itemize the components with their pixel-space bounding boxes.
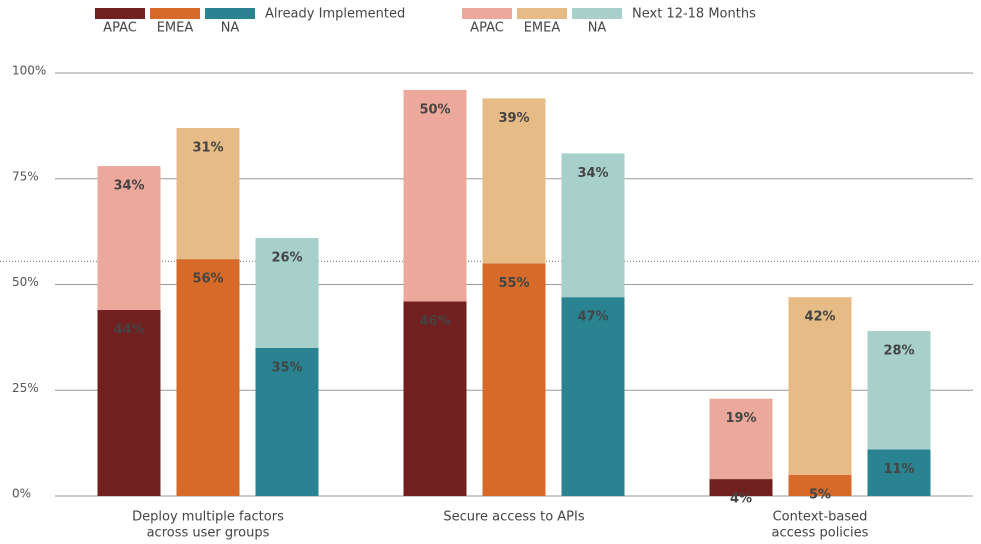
legend-swatch: [150, 8, 200, 19]
data-label: 39%: [498, 111, 529, 126]
data-label: 46%: [419, 314, 450, 329]
bar-segment: [255, 237, 319, 348]
x-tick-label: Deploy multiple factors: [132, 510, 284, 525]
x-tick-label: Secure access to APIs: [443, 510, 585, 525]
bar-segment: [788, 297, 852, 475]
data-label: 55%: [498, 276, 529, 291]
legend-swatch: [517, 8, 567, 19]
bar-segment: [482, 263, 546, 496]
bar-segment: [176, 127, 240, 260]
data-label: 31%: [192, 140, 223, 155]
y-tick-label: 50%: [12, 275, 39, 289]
data-label: 28%: [883, 344, 914, 359]
x-tick-label: Context-based: [773, 510, 868, 525]
bar-segment: [561, 153, 625, 298]
data-label: 44%: [113, 322, 144, 337]
data-label: 5%: [809, 487, 831, 502]
data-label: 50%: [419, 102, 450, 117]
legend-swatch: [572, 8, 622, 19]
y-tick-label: 100%: [12, 64, 46, 78]
legend-swatch: [462, 8, 512, 19]
bar-segment: [403, 301, 467, 496]
data-label: 42%: [804, 310, 835, 325]
data-label: 19%: [725, 411, 756, 426]
data-label: 11%: [883, 462, 914, 477]
bar-segment: [403, 89, 467, 302]
x-tick-label: access policies: [772, 526, 869, 541]
legend-label: APAC: [103, 21, 137, 36]
legend-label: EMEA: [524, 21, 561, 36]
bar-segment: [709, 479, 773, 496]
bar-segment: [482, 98, 546, 264]
legend-title: Already Implemented: [265, 7, 405, 22]
x-tick-label: across user groups: [147, 526, 270, 541]
bar-segment: [176, 259, 240, 496]
bar-segment: [255, 347, 319, 496]
bar-segment: [97, 166, 161, 310]
legend-label: NA: [588, 21, 607, 36]
legend-title: Next 12-18 Months: [632, 7, 756, 22]
bar-segment: [709, 398, 773, 480]
data-label: 4%: [730, 492, 752, 507]
data-label: 47%: [577, 310, 608, 325]
y-tick-label: 75%: [12, 169, 39, 183]
data-label: 56%: [192, 272, 223, 287]
bar-segment: [867, 331, 931, 450]
legend-label: NA: [221, 21, 240, 36]
data-label: 34%: [577, 166, 608, 181]
legend-label: EMEA: [157, 21, 194, 36]
data-label: 34%: [113, 179, 144, 194]
bar-segment: [561, 297, 625, 496]
y-tick-label: 25%: [12, 381, 39, 395]
bar-segment: [867, 449, 931, 496]
legend-label: APAC: [470, 21, 504, 36]
bar-segment: [97, 309, 161, 496]
y-tick-label: 0%: [12, 487, 31, 501]
bar-segment: [788, 474, 852, 496]
data-label: 26%: [271, 250, 302, 265]
legend-swatch: [205, 8, 255, 19]
data-label: 35%: [271, 360, 302, 375]
legend-swatch: [95, 8, 145, 19]
